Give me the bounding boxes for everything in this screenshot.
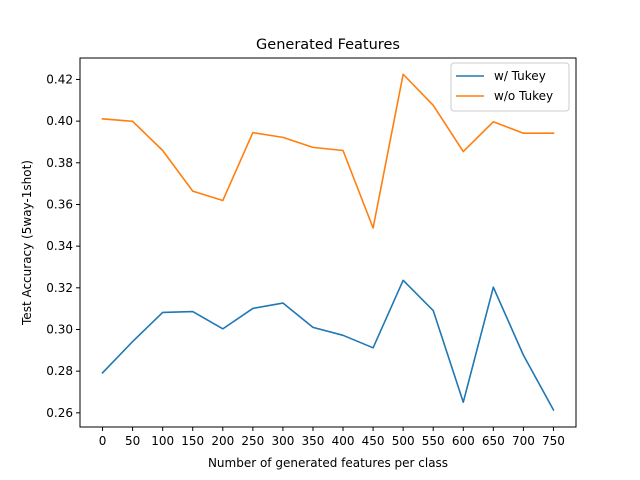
x-tick-label: 100 (151, 434, 174, 448)
plot-frame (79, 57, 577, 428)
x-tick-label: 350 (302, 434, 325, 448)
y-tick-label: 0.40 (46, 114, 73, 128)
y-tick-label: 0.34 (46, 239, 73, 253)
x-tick-label: 50 (125, 434, 140, 448)
legend-label: w/ Tukey (494, 69, 546, 83)
x-tick-label: 300 (271, 434, 294, 448)
series-layer (101, 73, 555, 411)
x-tick-label: 750 (542, 434, 565, 448)
x-tick-label: 650 (482, 434, 505, 448)
x-tick-label: 200 (211, 434, 234, 448)
x-tick-label: 150 (181, 434, 204, 448)
x-tick-label: 450 (362, 434, 385, 448)
y-tick-label: 0.38 (46, 156, 73, 170)
x-tick-label: 550 (422, 434, 445, 448)
legend: w/ Tukey w/o Tukey (450, 62, 570, 112)
x-tick-label: 0 (99, 434, 107, 448)
y-axis-title: Test Accuracy (5way-1shot) (20, 160, 34, 326)
x-tick-label: 250 (241, 434, 264, 448)
chart-title: Generated Features (256, 37, 400, 53)
legend-box (450, 62, 570, 112)
x-axis: 0 50 100 150 200 250 300 350 400 450 500 550 600 650 7… (99, 427, 565, 448)
x-tick-label: 500 (392, 434, 415, 448)
series-line-with-tukey (101, 279, 555, 411)
x-axis-title: Number of generated features per class (208, 456, 448, 470)
x-tick-label: 400 (332, 434, 355, 448)
y-tick-label: 0.30 (46, 322, 73, 336)
series-line-without-tukey (101, 73, 555, 229)
y-tick-label: 0.36 (46, 197, 73, 211)
x-tick-label: 700 (512, 434, 535, 448)
x-tick-label: 600 (452, 434, 475, 448)
y-axis: 0.26 0.28 0.30 0.32 0.34 0.36 0.38 0.40 0.42 (46, 72, 80, 420)
legend-label: w/o Tukey (494, 89, 553, 103)
y-tick-label: 0.26 (46, 406, 73, 420)
y-tick-label: 0.28 (46, 364, 73, 378)
y-tick-label: 0.42 (46, 72, 73, 86)
y-tick-label: 0.32 (46, 281, 73, 295)
